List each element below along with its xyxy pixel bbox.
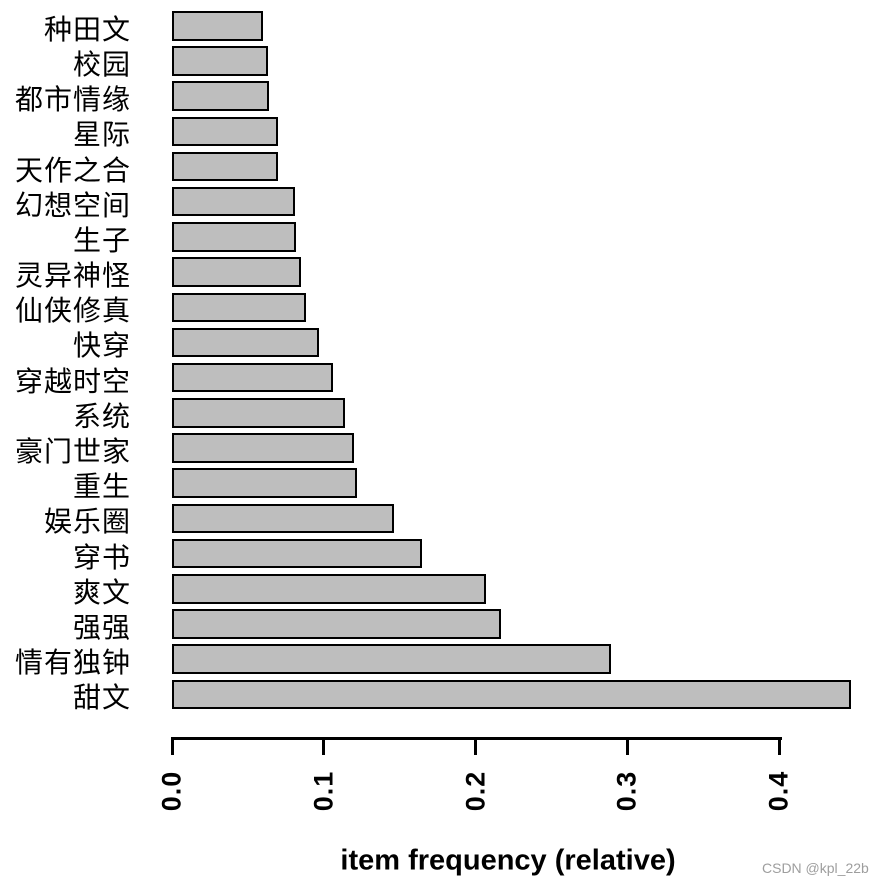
x-axis-tick-label: 0.1 [308, 770, 339, 812]
category-label: 系统 [72, 401, 131, 433]
category-label: 情有独钟 [14, 648, 131, 680]
category-label: 穿越时空 [14, 366, 131, 398]
category-label: 豪门世家 [14, 437, 131, 468]
x-axis-tick [625, 737, 629, 755]
frequency-bar [172, 538, 422, 569]
frequency-bar [172, 186, 295, 217]
category-label: 重生 [72, 472, 131, 504]
bar-row: 种田文 [0, 11, 871, 46]
frequency-bar [172, 609, 501, 639]
bar-row: 灵异神怪 [0, 257, 871, 292]
category-label: 星际 [72, 120, 131, 152]
category-label: 天作之合 [14, 155, 131, 187]
frequency-bar [172, 116, 278, 147]
bar-row: 系统 [0, 398, 871, 433]
bar-row: 生子 [0, 222, 871, 257]
bar-row: 豪门世家 [0, 433, 871, 468]
frequency-bar [172, 644, 611, 674]
x-axis-tick-label: 0.4 [763, 770, 794, 812]
bar-row: 重生 [0, 468, 871, 503]
x-axis-tick [322, 737, 326, 755]
category-label: 爽文 [72, 577, 131, 609]
watermark: CSDN @kpl_22b [762, 860, 869, 876]
frequency-bar [172, 257, 301, 287]
frequency-bar [172, 222, 296, 252]
bar-row: 仙侠修真 [0, 292, 871, 328]
bar-row: 都市情缘 [0, 81, 871, 116]
bar-row: 穿书 [0, 538, 871, 574]
x-axis-tick-label: 0.0 [156, 770, 187, 812]
bar-rows: 种田文 校园都市情缘 星际 天作之合 幻想空间 生子灵异神怪 仙侠修真 快穿 穿越时空 系统豪门世… [0, 11, 871, 715]
frequency-bar [172, 468, 357, 498]
category-label: 快穿 [72, 331, 131, 363]
category-label: 幻想空间 [14, 190, 131, 222]
bar-row: 甜文 [0, 679, 871, 715]
frequency-bar [172, 327, 319, 358]
x-axis-tick-label: 0.3 [611, 770, 642, 812]
frequency-bar [172, 398, 345, 428]
x-axis-tick-label: 0.2 [460, 770, 491, 812]
bar-row: 爽文 [0, 574, 871, 609]
frequency-bar [172, 292, 306, 322]
bar-row: 强强 [0, 609, 871, 644]
category-label: 仙侠修真 [14, 296, 131, 328]
x-axis-tick [474, 737, 478, 755]
frequency-bar [172, 151, 278, 182]
bar-row: 星际 [0, 116, 871, 152]
bar-row: 幻想空间 [0, 186, 871, 222]
x-axis-tick [777, 737, 781, 755]
bar-row: 穿越时空 [0, 362, 871, 398]
category-label: 校园 [72, 49, 131, 81]
category-label: 穿书 [72, 542, 131, 574]
frequency-bar [172, 503, 394, 534]
frequency-bar [172, 433, 354, 463]
category-label: 种田文 [43, 14, 131, 46]
bar-row: 天作之合 [0, 151, 871, 187]
bar-row: 娱乐圈 [0, 503, 871, 539]
bar-row: 快穿 [0, 327, 871, 363]
category-label: 强强 [72, 612, 131, 644]
frequency-bar [172, 362, 333, 393]
frequency-bar [172, 11, 263, 41]
frequency-bar [172, 46, 268, 76]
category-label: 生子 [72, 225, 131, 257]
bar-row: 情有独钟 [0, 644, 871, 679]
frequency-bar [172, 81, 269, 111]
x-axis-title: item frequency (relative) [340, 844, 676, 877]
category-label: 都市情缘 [14, 85, 131, 117]
bar-row: 校园 [0, 46, 871, 81]
category-label: 灵异神怪 [14, 261, 131, 293]
category-label: 娱乐圈 [43, 507, 131, 539]
category-label: 甜文 [72, 683, 131, 715]
x-axis-tick [170, 737, 174, 755]
frequency-bar [172, 679, 851, 710]
frequency-bar [172, 574, 486, 604]
